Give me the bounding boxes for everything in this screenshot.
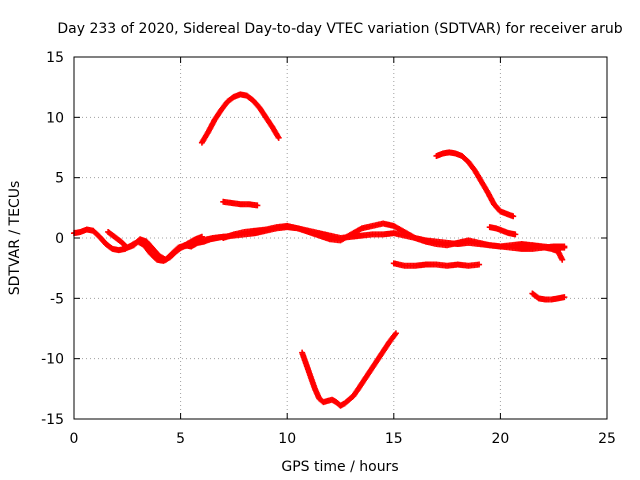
x-tick-label: 5 (176, 431, 185, 447)
y-axis-label: SDTVAR / TECUs (7, 181, 23, 296)
y-tick-label: 10 (46, 110, 64, 126)
x-tick-label: 20 (491, 431, 509, 447)
series-track-small-1 (486, 224, 519, 238)
series-track-small-3 (220, 198, 261, 209)
data-point (510, 213, 517, 220)
data-point (559, 256, 566, 263)
y-tick-label: -5 (50, 291, 64, 307)
chart-title: Day 233 of 2020, Sidereal Day-to-day VTE… (57, 21, 622, 37)
y-tick-label: 0 (55, 231, 64, 247)
y-tick-label: 15 (46, 50, 64, 66)
data-point (512, 231, 519, 238)
x-tick-label: 15 (385, 431, 403, 447)
series-track-deep-dip (299, 330, 399, 409)
data-point (561, 294, 568, 301)
y-tick-labels: -15 -10 -5 0 5 10 15 (41, 50, 64, 428)
data-point (254, 202, 261, 209)
data-point (275, 134, 282, 141)
series-track-tail (529, 242, 566, 263)
y-tick-label: 5 (55, 171, 64, 187)
y-tick-label: -10 (41, 352, 64, 368)
data-points (71, 91, 568, 409)
data-point (392, 330, 399, 337)
series-track-minus-5 (529, 290, 568, 303)
x-axis-label: GPS time / hours (281, 459, 398, 475)
series-track-high-arc (198, 91, 282, 146)
x-tick-label: 10 (278, 431, 296, 447)
y-tick-label: -15 (41, 412, 64, 428)
data-point (476, 261, 483, 268)
data-point (561, 244, 568, 251)
grid-lines (74, 57, 607, 419)
x-tick-label: 25 (598, 431, 616, 447)
x-tick-label: 0 (70, 431, 79, 447)
x-tick-labels: 0 5 10 15 20 25 (70, 431, 616, 447)
series-track-late-arc (433, 149, 517, 220)
axis-ticks (73, 56, 608, 420)
series-track-minus-2 (390, 260, 483, 269)
